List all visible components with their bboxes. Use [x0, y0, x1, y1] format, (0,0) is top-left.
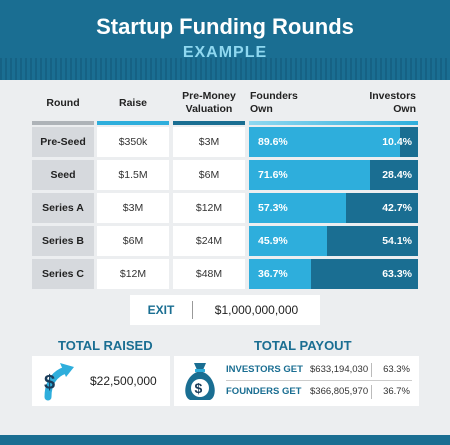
- exit-divider: [192, 301, 193, 319]
- raise-value: $350k: [97, 127, 169, 157]
- investors-bar-segment: [400, 127, 418, 157]
- investors-pct-label: 28.4%: [382, 169, 412, 181]
- investors-bar-segment: [346, 193, 418, 223]
- investors-bar-segment: [327, 226, 418, 256]
- payout-divider: [371, 363, 372, 377]
- exit-label: EXIT: [147, 303, 175, 317]
- footer-bar: [0, 435, 450, 445]
- page-subtitle: EXAMPLE: [182, 44, 268, 61]
- round-label: Series C: [32, 259, 94, 289]
- investors-pct-label: 10.4%: [382, 136, 412, 148]
- founders-bar-segment: [249, 259, 311, 289]
- raise-value: $12M: [97, 259, 169, 289]
- payout-divider: [371, 385, 372, 399]
- col-header-valuation: Pre-Money Valuation: [182, 90, 236, 115]
- header-banner: Startup Funding Rounds EXAMPLE: [0, 0, 450, 80]
- valuation-value: $24M: [173, 226, 245, 256]
- founders-pct-label: 45.9%: [258, 235, 288, 247]
- rule-valuation: [173, 121, 245, 125]
- money-bag-icon: $: [185, 363, 215, 400]
- total-payout-box: $ INVESTORS GET $633,194,030 63.3% FOUND…: [174, 356, 419, 406]
- founders-get-pct: 36.7%: [383, 386, 410, 397]
- valuation-value: $6M: [173, 160, 245, 190]
- ownership-bar: 89.6% 10.4%: [249, 127, 418, 157]
- exit-value: $1,000,000,000: [214, 303, 299, 317]
- valuation-value: $12M: [173, 193, 245, 223]
- investors-pct-label: 63.3%: [382, 268, 412, 280]
- round-label: Series B: [32, 226, 94, 256]
- founders-pct-label: 57.3%: [258, 202, 288, 214]
- col-header-raise: Raise: [118, 97, 148, 109]
- svg-text:$: $: [44, 372, 55, 394]
- founders-bar-segment: [249, 160, 370, 190]
- founders-get-amount: $366,805,970: [310, 386, 369, 397]
- investors-get-amount: $633,194,030: [310, 364, 369, 375]
- ownership-bar: 36.7% 63.3%: [249, 259, 418, 289]
- investors-bar-segment: [370, 160, 418, 190]
- col-header-founders: Founders Own: [250, 90, 298, 115]
- ownership-bar: 71.6% 28.4%: [249, 160, 418, 190]
- founders-pct-label: 71.6%: [258, 169, 288, 181]
- round-label: Pre-Seed: [32, 127, 94, 157]
- col-header-round: Round: [46, 97, 80, 109]
- total-payout-title: TOTAL PAYOUT: [254, 338, 352, 353]
- founders-bar-segment: [249, 127, 400, 157]
- payout-row-investors: INVESTORS GET $633,194,030 63.3%: [226, 360, 414, 380]
- round-label: Seed: [32, 160, 94, 190]
- total-raised-title: TOTAL RAISED: [58, 338, 153, 353]
- ownership-bar: 45.9% 54.1%: [249, 226, 418, 256]
- investors-get-pct: 63.3%: [383, 364, 410, 375]
- total-raised-box: $ $22,500,000: [32, 356, 170, 406]
- founders-bar-segment: [249, 226, 327, 256]
- page-title: Startup Funding Rounds: [96, 14, 354, 39]
- rule-round: [32, 121, 94, 125]
- valuation-value: $48M: [173, 259, 245, 289]
- valuation-value: $3M: [173, 127, 245, 157]
- svg-text:$: $: [195, 380, 203, 396]
- payout-row-founders: FOUNDERS GET $366,805,970 36.7%: [226, 382, 414, 402]
- founders-get-label: FOUNDERS GET: [226, 386, 302, 397]
- payout-separator: [226, 380, 412, 381]
- total-raised-value: $22,500,000: [90, 374, 157, 388]
- investors-pct-label: 54.1%: [382, 235, 412, 247]
- founders-pct-label: 89.6%: [258, 136, 288, 148]
- col-header-investors: Investors Own: [369, 90, 416, 115]
- raise-value: $1.5M: [97, 160, 169, 190]
- rule-ownership: [249, 121, 418, 125]
- ownership-bar: 57.3% 42.7%: [249, 193, 418, 223]
- investors-bar-segment: [311, 259, 418, 289]
- raise-value: $3M: [97, 193, 169, 223]
- rule-raise: [97, 121, 169, 125]
- round-label: Series A: [32, 193, 94, 223]
- dollar-arrow-icon: $: [44, 363, 74, 401]
- header-texture: [0, 58, 450, 80]
- founders-bar-segment: [249, 193, 346, 223]
- raise-value: $6M: [97, 226, 169, 256]
- exit-box: EXIT $1,000,000,000: [130, 295, 320, 325]
- founders-pct-label: 36.7%: [258, 268, 288, 280]
- investors-pct-label: 42.7%: [382, 202, 412, 214]
- investors-get-label: INVESTORS GET: [226, 364, 303, 375]
